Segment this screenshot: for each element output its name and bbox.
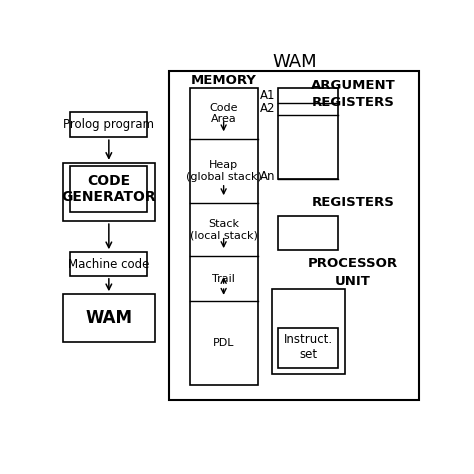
Text: A1: A1 — [260, 89, 275, 102]
Text: Heap
(global stack): Heap (global stack) — [186, 160, 262, 182]
Text: PROCESSOR: PROCESSOR — [308, 256, 398, 270]
Bar — [70, 111, 147, 137]
Text: UNIT: UNIT — [335, 275, 371, 288]
Text: MEMORY: MEMORY — [191, 74, 256, 87]
Bar — [70, 166, 147, 212]
Bar — [63, 163, 155, 221]
Text: Trail: Trail — [212, 273, 235, 283]
Text: Prolog program: Prolog program — [64, 118, 155, 131]
Bar — [278, 88, 338, 179]
Text: PDL: PDL — [213, 338, 234, 348]
Bar — [169, 72, 419, 400]
Bar — [278, 328, 338, 368]
Text: An: An — [260, 170, 275, 183]
Text: REGISTERS: REGISTERS — [312, 96, 394, 109]
Text: WAM: WAM — [85, 309, 132, 327]
Bar — [272, 289, 345, 374]
Bar — [278, 216, 338, 250]
Text: WAM: WAM — [272, 54, 317, 72]
Bar — [70, 252, 147, 276]
Text: A2: A2 — [260, 102, 275, 115]
Bar — [63, 294, 155, 342]
Text: Instruct.
set: Instruct. set — [284, 333, 333, 361]
Text: Machine code: Machine code — [68, 257, 149, 271]
Text: REGISTERS: REGISTERS — [312, 196, 394, 210]
Text: CODE
GENERATOR: CODE GENERATOR — [62, 174, 156, 204]
Text: ARGUMENT: ARGUMENT — [311, 79, 395, 92]
Bar — [190, 88, 258, 385]
Text: Stack
(local stack): Stack (local stack) — [190, 219, 257, 240]
Text: Code
Area: Code Area — [210, 103, 238, 124]
